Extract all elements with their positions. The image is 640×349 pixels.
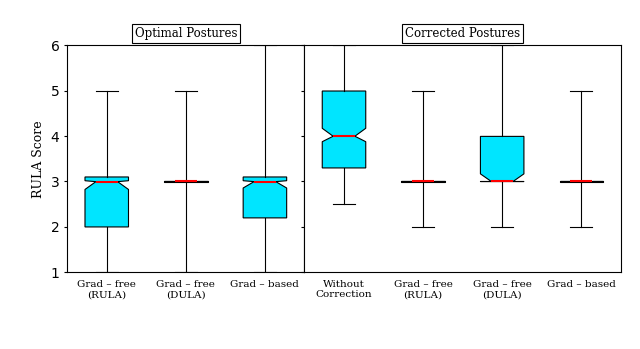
Y-axis label: RULA Score: RULA Score (32, 120, 45, 198)
PathPatch shape (85, 177, 129, 227)
PathPatch shape (323, 91, 365, 168)
PathPatch shape (481, 136, 524, 181)
Title: Optimal Postures: Optimal Postures (134, 27, 237, 40)
PathPatch shape (243, 177, 287, 218)
Title: Corrected Postures: Corrected Postures (405, 27, 520, 40)
